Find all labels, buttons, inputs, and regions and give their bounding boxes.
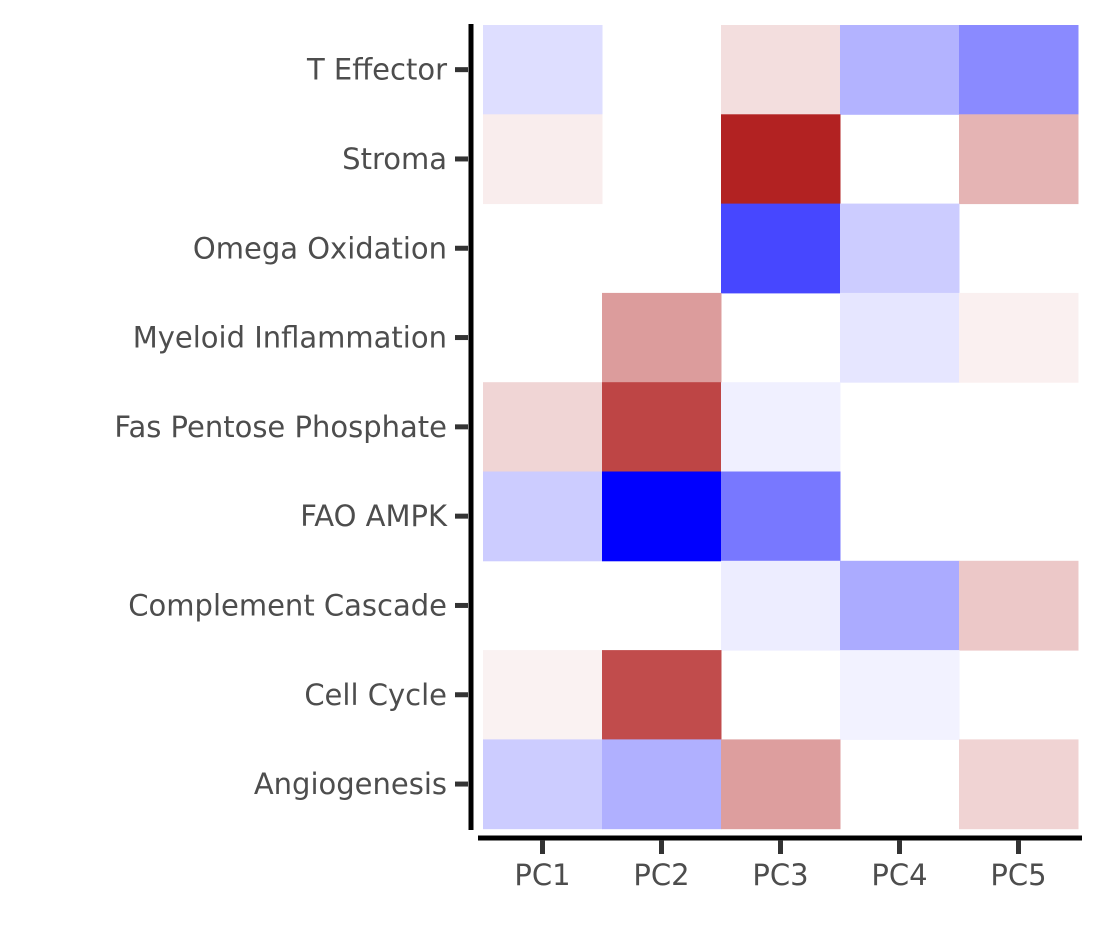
heatmap-cell (959, 114, 1079, 205)
y-tick-label: Stroma (342, 142, 447, 176)
heatmap-cell (840, 203, 960, 294)
heatmap-cell (483, 382, 603, 472)
heatmap-cell (483, 25, 603, 115)
heatmap-cell (483, 114, 603, 205)
heatmap-cell (721, 25, 841, 115)
heatmap-cell (959, 25, 1079, 115)
y-tick-label: FAO AMPK (300, 499, 448, 533)
y-axis: T Effector Stroma Omega Oxidation Myeloid I… (114, 24, 474, 830)
x-axis: PC1 PC2 PC3 PC4 PC5 (478, 835, 1082, 892)
y-tick-label: Fas Pentose Phosphate (114, 410, 447, 444)
heatmap-cell (602, 471, 722, 562)
heatmap-cell (959, 739, 1079, 830)
x-tick-label: PC1 (514, 858, 570, 892)
heatmap-cell (602, 739, 722, 830)
y-tick-label: Omega Oxidation (193, 231, 447, 265)
y-tick-label: Complement Cascade (128, 588, 447, 622)
x-tick-label: PC4 (871, 858, 927, 892)
y-tick-label: T Effector (306, 53, 447, 87)
heatmap-cells (483, 25, 1079, 830)
heatmap-cell (840, 25, 960, 115)
heatmap-cell (721, 739, 841, 830)
x-tick-label: PC3 (752, 858, 808, 892)
heatmap-cell (602, 382, 722, 472)
heatmap-cell (721, 114, 841, 205)
heatmap-cell (840, 560, 960, 651)
y-tick-label: Myeloid Inflammation (133, 321, 447, 355)
x-tick-label: PC5 (990, 858, 1046, 892)
heatmap-cell (721, 382, 841, 472)
x-tick-label: PC2 (633, 858, 689, 892)
heatmap-cell (959, 292, 1079, 383)
heatmap-cell (721, 203, 841, 294)
heatmap-cell (840, 650, 960, 740)
heatmap-cell (483, 471, 603, 562)
y-tick-label: Angiogenesis (254, 767, 447, 801)
heatmap-cell (959, 560, 1079, 651)
heatmap-cell (602, 650, 722, 740)
heatmap-cell (483, 739, 603, 830)
heatmap-cell (721, 560, 841, 651)
heatmap-cell (840, 292, 960, 383)
heatmap-cell (602, 292, 722, 383)
heatmap-cell (483, 650, 603, 740)
heatmap-cell (721, 471, 841, 562)
y-tick-label: Cell Cycle (304, 678, 447, 712)
